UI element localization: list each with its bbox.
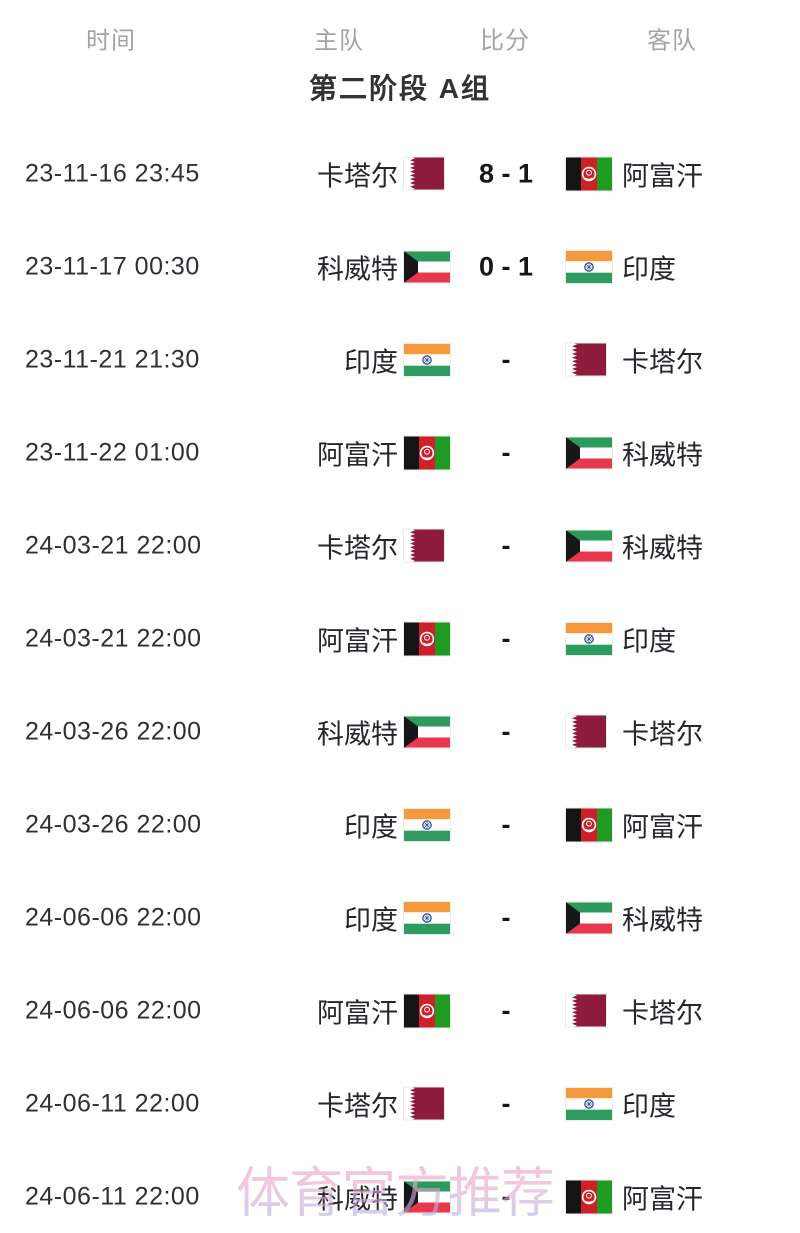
away-team-name: 科威特 — [622, 905, 703, 935]
afghanistan-flag-icon — [403, 619, 453, 659]
match-row[interactable]: 24-03-26 22:00 印度 - 阿富汗 — [0, 778, 800, 871]
column-header-time: 时间 — [86, 27, 136, 55]
afghanistan-flag-icon — [565, 154, 615, 194]
kuwait-flag-icon — [403, 247, 453, 287]
afghanistan-flag-icon — [565, 805, 615, 845]
match-row[interactable]: 24-06-11 22:00 科威特 - 阿富汗 — [0, 1150, 800, 1233]
away-team-name: 卡塔尔 — [622, 719, 703, 749]
match-score: 8 - 1 — [478, 158, 534, 188]
match-row[interactable]: 24-06-06 22:00 阿富汗 - 卡塔尔 — [0, 964, 800, 1057]
kuwait-flag-icon — [565, 526, 615, 566]
kuwait-flag-icon — [403, 712, 453, 752]
match-row[interactable]: 24-03-21 22:00 卡塔尔 - 科威特 — [0, 499, 800, 592]
away-team-name: 卡塔尔 — [622, 347, 703, 377]
match-row[interactable]: 24-03-26 22:00 科威特 - 卡塔尔 — [0, 685, 800, 778]
match-time: 24-03-26 22:00 — [25, 717, 202, 745]
match-score: - — [501, 623, 511, 653]
match-score: - — [501, 995, 511, 1025]
home-team-name: 科威特 — [317, 254, 398, 284]
match-time: 24-03-21 22:00 — [25, 624, 202, 652]
home-team-name: 科威特 — [317, 1184, 398, 1214]
india-flag-icon — [403, 805, 453, 845]
match-row[interactable]: 23-11-22 01:00 阿富汗 - 科威特 — [0, 406, 800, 499]
table-header: 时间 主队 比分 客队 — [0, 0, 800, 60]
away-team-name: 卡塔尔 — [622, 998, 703, 1028]
match-time: 24-06-06 22:00 — [25, 996, 202, 1024]
match-score: - — [501, 902, 511, 932]
kuwait-flag-icon — [565, 898, 615, 938]
kuwait-flag-icon — [403, 1177, 453, 1217]
away-team-name: 科威特 — [622, 440, 703, 470]
india-flag-icon — [565, 1084, 615, 1124]
match-score: 0 - 1 — [478, 251, 534, 281]
match-row[interactable]: 24-03-21 22:00 阿富汗 - 印度 — [0, 592, 800, 685]
away-team-name: 印度 — [622, 254, 676, 284]
home-team-name: 印度 — [344, 812, 398, 842]
home-team-name: 卡塔尔 — [317, 1091, 398, 1121]
match-score: - — [501, 1088, 511, 1118]
qatar-flag-icon — [565, 712, 615, 752]
match-score: - — [501, 716, 511, 746]
match-time: 24-06-11 22:00 — [25, 1182, 200, 1210]
away-team-name: 科威特 — [622, 533, 703, 563]
away-team-name: 阿富汗 — [622, 1184, 703, 1214]
home-team-name: 阿富汗 — [317, 440, 398, 470]
afghanistan-flag-icon — [565, 1177, 615, 1217]
qatar-flag-icon — [403, 526, 453, 566]
away-team-name: 印度 — [622, 1091, 676, 1121]
india-flag-icon — [565, 619, 615, 659]
home-team-name: 卡塔尔 — [317, 161, 398, 191]
home-team-name: 卡塔尔 — [317, 533, 398, 563]
away-team-name: 阿富汗 — [622, 161, 703, 191]
match-score: - — [501, 344, 511, 374]
match-time: 24-06-06 22:00 — [25, 903, 202, 931]
home-team-name: 印度 — [344, 905, 398, 935]
match-time: 24-06-11 22:00 — [25, 1089, 200, 1117]
match-time: 24-03-21 22:00 — [25, 531, 202, 559]
qatar-flag-icon — [565, 991, 615, 1031]
match-row[interactable]: 23-11-17 00:30 科威特 0 - 1 印度 — [0, 220, 800, 313]
match-score: - — [501, 1181, 511, 1211]
afghanistan-flag-icon — [403, 433, 453, 473]
group-stage-title: 第二阶段 A组 — [308, 73, 491, 104]
qatar-flag-icon — [565, 340, 615, 380]
match-row[interactable]: 23-11-21 21:30 印度 - 卡塔尔 — [0, 313, 800, 406]
column-header-away: 客队 — [647, 27, 697, 55]
away-team-name: 阿富汗 — [622, 812, 703, 842]
match-time: 23-11-16 23:45 — [25, 159, 200, 187]
match-row[interactable]: 23-11-16 23:45 卡塔尔 8 - 1 阿富汗 — [0, 127, 800, 220]
match-time: 23-11-21 21:30 — [25, 345, 200, 373]
match-score: - — [501, 437, 511, 467]
column-header-score: 比分 — [480, 27, 530, 55]
match-time: 23-11-22 01:00 — [25, 438, 200, 466]
match-row[interactable]: 24-06-11 22:00 卡塔尔 - 印度 — [0, 1057, 800, 1150]
qatar-flag-icon — [403, 1084, 453, 1124]
match-score: - — [501, 530, 511, 560]
match-time: 24-03-26 22:00 — [25, 810, 202, 838]
afghanistan-flag-icon — [403, 991, 453, 1031]
home-team-name: 印度 — [344, 347, 398, 377]
match-score: - — [501, 809, 511, 839]
india-flag-icon — [403, 340, 453, 380]
qatar-flag-icon — [403, 154, 453, 194]
india-flag-icon — [565, 247, 615, 287]
away-team-name: 印度 — [622, 626, 676, 656]
match-list: 23-11-16 23:45 卡塔尔 8 - 1 阿富汗 23-11-17 00… — [0, 127, 800, 1233]
kuwait-flag-icon — [565, 433, 615, 473]
column-header-home: 主队 — [314, 27, 364, 55]
home-team-name: 科威特 — [317, 719, 398, 749]
match-time: 23-11-17 00:30 — [25, 252, 200, 280]
home-team-name: 阿富汗 — [317, 998, 398, 1028]
home-team-name: 阿富汗 — [317, 626, 398, 656]
india-flag-icon — [403, 898, 453, 938]
match-row[interactable]: 24-06-06 22:00 印度 - 科威特 — [0, 871, 800, 964]
